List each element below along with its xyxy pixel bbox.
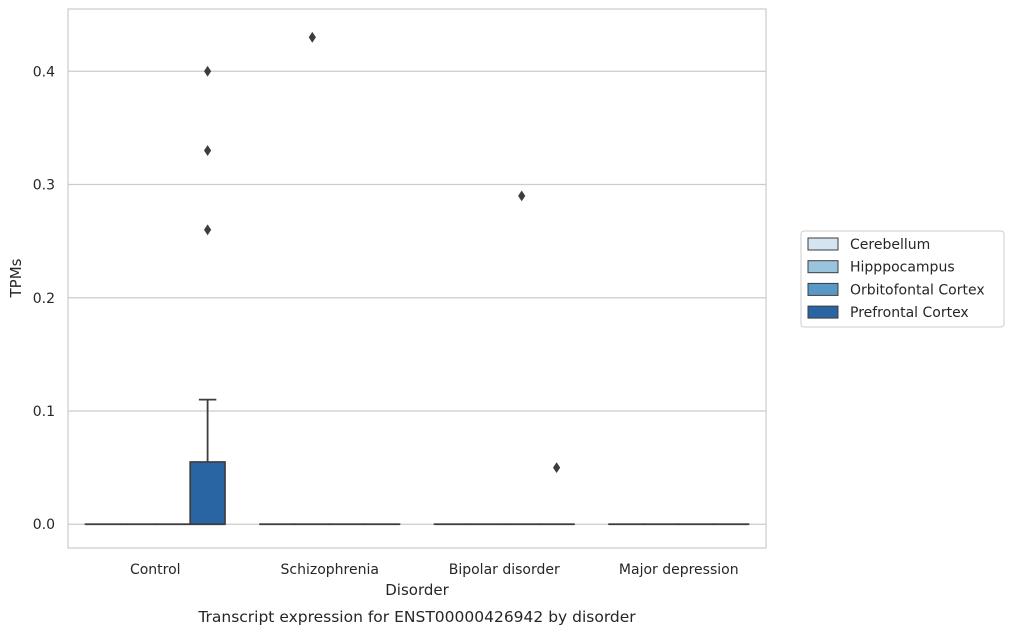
y-tick-label: 0.4 bbox=[33, 64, 55, 80]
legend-frame bbox=[800, 230, 1005, 328]
outlier-point bbox=[204, 145, 212, 156]
x-axis-label: Disorder bbox=[385, 581, 449, 599]
x-tick-label: Schizophrenia bbox=[281, 562, 379, 578]
legend-swatch bbox=[807, 237, 839, 251]
plot-frame bbox=[67, 8, 767, 549]
legend-label: Cerebellum bbox=[850, 237, 930, 253]
legend-label: Hipppocampus bbox=[850, 260, 955, 276]
x-tick-label: Bipolar disorder bbox=[449, 562, 560, 578]
outlier-point bbox=[553, 462, 561, 474]
legend-swatch bbox=[807, 260, 839, 274]
y-tick-labels: 0.0 0.1 0.2 0.3 0.4 bbox=[33, 64, 55, 533]
legend-swatch bbox=[807, 305, 839, 319]
legend-label: Prefrontal Cortex bbox=[850, 305, 969, 321]
x-tick-labels: Control Schizophrenia Bipolar disorder Majo… bbox=[130, 562, 739, 578]
legend-label: Orbitofontal Cortex bbox=[850, 282, 985, 298]
y-tick-label: 0.3 bbox=[33, 178, 55, 194]
chart-caption: Transcript expression for ENST0000042694… bbox=[197, 608, 636, 626]
y-tick-label: 0.2 bbox=[33, 291, 55, 307]
x-tick-label: Control bbox=[130, 562, 181, 578]
grid-lines bbox=[68, 70, 766, 525]
y-axis-label: TPMs bbox=[7, 258, 25, 298]
box-orbitofontal-cortex bbox=[503, 190, 540, 526]
legend: Cerebellum Hipppocampus Orbitofontal Corte… bbox=[800, 230, 1005, 328]
legend-swatch bbox=[807, 282, 839, 296]
box-prefrontal-cortex bbox=[189, 65, 226, 526]
outlier-point bbox=[204, 224, 212, 236]
box-hipppocampus bbox=[294, 31, 331, 526]
outlier-point bbox=[518, 190, 526, 202]
x-tick-label: Major depression bbox=[619, 562, 739, 578]
outlier-point bbox=[308, 31, 316, 43]
outlier-point bbox=[204, 65, 212, 77]
box-series bbox=[84, 31, 750, 526]
y-tick-label: 0.1 bbox=[33, 404, 55, 420]
box-prefrontal-cortex bbox=[538, 462, 575, 526]
y-tick-label: 0.0 bbox=[33, 517, 55, 533]
box-body bbox=[189, 461, 226, 526]
